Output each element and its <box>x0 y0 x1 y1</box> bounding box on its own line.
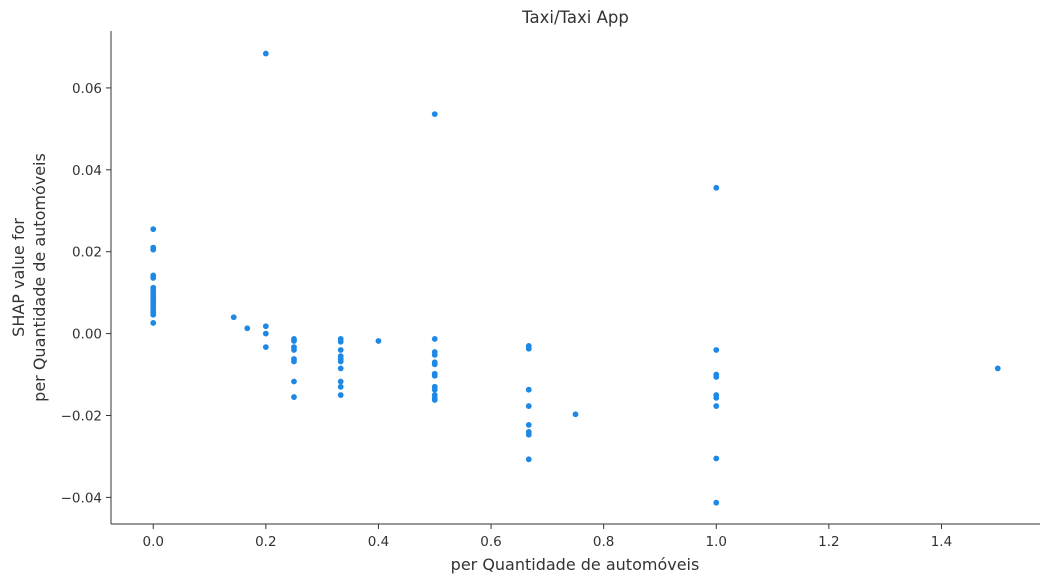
chart-title: Taxi/Taxi App <box>521 8 629 27</box>
data-point <box>431 397 438 403</box>
axes: 0.0 0.2 0.4 0.6 0.8 1.0 1.2 1.4 −0.04 −0.02 0.00 0.… <box>61 31 1040 550</box>
data-point <box>262 330 269 337</box>
data-point <box>291 394 297 400</box>
data-point <box>994 365 1001 372</box>
data-point <box>713 374 720 380</box>
data-point <box>431 351 438 358</box>
data-point <box>525 456 532 463</box>
data-point <box>262 344 269 351</box>
y-tick-label: −0.02 <box>61 408 102 424</box>
data-point <box>150 246 157 253</box>
data-point <box>337 378 344 385</box>
data-point <box>431 372 438 379</box>
data-point <box>431 111 438 118</box>
x-axis-title: per Quantidade de automóveis <box>451 555 700 574</box>
data-point <box>375 338 382 344</box>
x-tick-label: 0.0 <box>142 534 163 550</box>
data-point <box>572 411 579 418</box>
y-tick-label: −0.04 <box>61 490 102 506</box>
y-tick-label: 0.04 <box>72 163 102 179</box>
data-point <box>337 392 344 398</box>
x-tick-label: 1.4 <box>931 534 952 550</box>
y-axis-title-line-2: per Quantidade de automóveis <box>30 153 49 402</box>
y-tick-label: 0.00 <box>72 327 102 343</box>
x-tick-label: 1.0 <box>706 534 727 550</box>
data-point <box>431 361 438 368</box>
data-point <box>291 338 297 344</box>
data-point <box>337 365 344 372</box>
data-point <box>337 358 344 365</box>
data-point <box>337 383 344 390</box>
data-point <box>150 311 157 318</box>
data-point <box>713 184 720 191</box>
data-point <box>713 347 720 353</box>
data-point <box>150 226 157 233</box>
data-point <box>150 320 157 326</box>
data-point <box>230 314 237 321</box>
data-point <box>244 325 251 332</box>
data-point <box>525 386 532 393</box>
data-point <box>291 358 297 365</box>
data-point <box>525 422 532 428</box>
data-points <box>150 50 1001 506</box>
data-point <box>431 336 438 342</box>
data-point <box>262 50 269 57</box>
x-tick-label: 0.2 <box>255 534 276 550</box>
data-point <box>713 394 720 401</box>
data-point <box>337 347 344 353</box>
data-point <box>291 347 297 353</box>
data-point <box>525 431 532 438</box>
data-point <box>713 455 720 462</box>
y-tick-label: 0.02 <box>72 245 102 261</box>
y-axis-title: SHAP value for per Quantidade de automóv… <box>9 153 49 402</box>
data-point <box>291 378 297 385</box>
data-point <box>525 345 532 352</box>
y-tick-label: 0.06 <box>72 81 102 97</box>
data-point <box>713 499 720 506</box>
x-tick-label: 0.8 <box>593 534 614 550</box>
data-point <box>337 338 344 345</box>
data-point <box>262 323 269 330</box>
data-point <box>713 403 720 409</box>
x-tick-label: 1.2 <box>818 534 839 550</box>
data-point <box>525 403 532 409</box>
data-point <box>431 386 438 393</box>
x-tick-label: 0.4 <box>368 534 389 550</box>
x-tick-label: 0.6 <box>480 534 501 550</box>
data-point <box>150 275 157 281</box>
y-axis-title-line-1: SHAP value for <box>9 218 28 337</box>
